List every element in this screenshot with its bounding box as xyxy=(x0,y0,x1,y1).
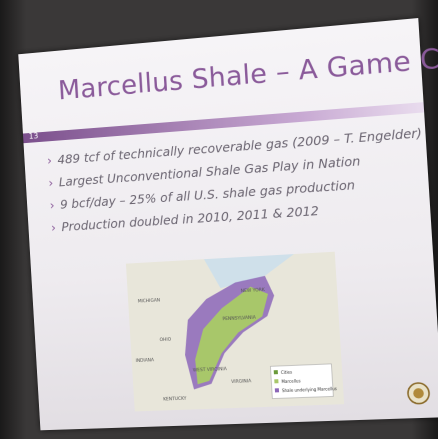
slide: Marcellus Shale – A Game Changer 13 ›489… xyxy=(18,18,438,430)
legend-swatch xyxy=(275,388,279,392)
map-label: NEW YORK xyxy=(241,287,266,294)
slide-number: 13 xyxy=(28,131,38,140)
bullet-list: ›489 tcf of technically recoverable gas … xyxy=(47,125,428,243)
map-label: KENTUCKY xyxy=(163,396,187,403)
legend-label: Cities xyxy=(281,369,293,375)
legend-label: Marcellus xyxy=(281,378,300,384)
slide-title: Marcellus Shale – A Game Changer xyxy=(57,34,438,106)
map-label: VIRGINIA xyxy=(231,378,251,385)
map: Cities Marcellus Shale underlying Marcel… xyxy=(126,252,344,412)
map-label: MICHIGAN xyxy=(138,297,161,304)
map-label: INDIANA xyxy=(135,357,154,364)
map-label: OHIO xyxy=(159,337,171,344)
legend-swatch xyxy=(274,370,278,374)
seal xyxy=(405,381,432,407)
legend-swatch xyxy=(274,379,278,383)
page: Marcellus Shale – A Game Changer 13 ›489… xyxy=(0,0,438,439)
